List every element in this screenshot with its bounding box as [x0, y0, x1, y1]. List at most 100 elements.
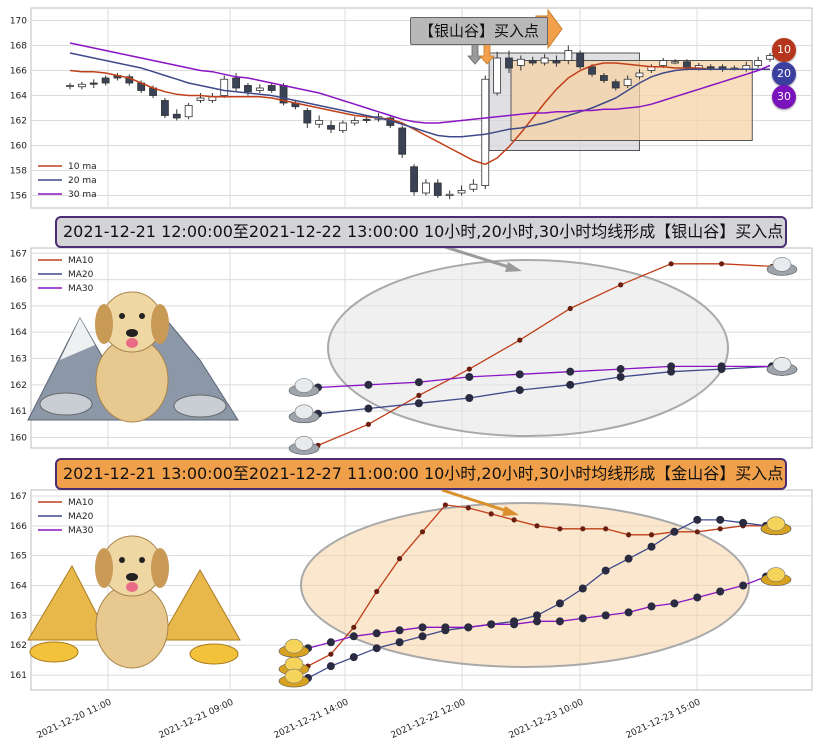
candle-body [754, 60, 763, 66]
silver-pointer-arrow [444, 245, 513, 270]
silver-panel-legend-ma10-label: MA10 [68, 256, 94, 266]
silver-panel-legend-ma20-label: MA20 [68, 270, 94, 280]
ingot-top [294, 378, 314, 393]
candle-body [766, 55, 774, 60]
silver-snowcap-icon [60, 300, 165, 360]
legend-ma30-label: 30 ma [68, 190, 97, 200]
gold-panel-ma20-point [739, 518, 748, 527]
gold-panel-ma30-point [624, 608, 633, 617]
gold-panel-ma20-point [693, 515, 702, 524]
candle-body [196, 97, 205, 101]
silver-panel-ma20-point [414, 399, 423, 408]
silver-panel-ma30-point [364, 380, 373, 389]
silver-panel-ma10-start-ingot-icon [288, 436, 320, 455]
silver-panel-ma20-start-ingot-icon [288, 404, 320, 424]
silver-pointer-arrowhead [505, 262, 522, 272]
silver-panel-ma20-point [465, 394, 474, 402]
candle-panel-ytick-label: 158 [10, 167, 27, 177]
dog-eye-icon [119, 313, 125, 319]
dog-ear-icon [95, 548, 113, 588]
gold-panel-ma30-point [464, 623, 473, 632]
gold-panel-ma10-point [511, 517, 517, 523]
x-tick-label: 2021-12-20 11:00 [36, 698, 114, 741]
dog-ear-icon [151, 304, 169, 344]
legend-ma20-label: 20 ma [68, 176, 97, 186]
dog-ear-icon [151, 548, 169, 588]
legend-ma10-label: 10 ma [68, 162, 97, 172]
candle-body [481, 78, 490, 186]
candle-body [315, 120, 324, 125]
ma10-badge: 10 [772, 38, 796, 62]
silver-panel-ma10-point [517, 337, 523, 343]
ingot-top [284, 638, 304, 654]
dog-eye-icon [139, 313, 145, 319]
silver-panel-ytick-label: 167 [10, 249, 27, 259]
gold-panel-ma30-start-ingot-icon [278, 638, 310, 658]
candle-body [338, 122, 347, 131]
gold-panel-ma20-point [601, 566, 610, 575]
dog-eye-icon [139, 557, 145, 563]
candle-body [433, 182, 442, 196]
gold-panel-ma30-point [326, 638, 335, 647]
gold-panel-ma10-point [397, 556, 403, 562]
silver-panel-ma10-point [466, 366, 472, 372]
gold-panel-ma10-point [351, 624, 357, 630]
silver-valley-callout: 【银山谷】买入点 [410, 17, 549, 45]
candle-body [588, 66, 596, 75]
candle-body [220, 78, 229, 96]
silver-ingot-icon [39, 392, 93, 416]
gold-panel-ma20-point [326, 662, 335, 671]
gold-panel-ma30-point [395, 626, 404, 635]
gold-panel-ma10-point [419, 529, 426, 535]
gold-ingot-icon [29, 641, 79, 663]
candle-body [267, 85, 276, 91]
gold-panel-ma10-point [603, 526, 609, 532]
gold-panel-ma10-point [626, 532, 632, 538]
gold-panel-legend-ma20-label: MA20 [68, 512, 94, 522]
candle-body [161, 100, 169, 116]
silver-panel-ma30-line [317, 365, 772, 389]
silver-panel-ytick-label: 162 [10, 381, 27, 391]
candle-body [350, 120, 359, 124]
ingot-top [294, 436, 314, 451]
silver-panel-ma30-point [616, 365, 625, 374]
silver-panel-highlight-ellipse [327, 259, 729, 437]
silver-panel-ma30-point [515, 370, 524, 379]
silver-panel-ma30-point [717, 362, 726, 371]
gold-panel-ytick-label: 163 [10, 611, 27, 621]
candle-body [505, 57, 513, 69]
gold-valley-box [510, 60, 753, 141]
silver-panel-ma10-line [317, 263, 773, 446]
candle-body [244, 85, 252, 93]
candle-body [89, 82, 98, 85]
ingot-top [284, 668, 304, 684]
x-tick-label: 2021-12-23 10:00 [508, 698, 586, 741]
gold-panel-ma30-point [510, 620, 519, 629]
candle-body [683, 61, 691, 69]
candle-body [493, 57, 502, 94]
gold-pyramid-icon [27, 564, 111, 641]
silver-ingot-icon [173, 394, 227, 418]
candle-body [66, 85, 74, 87]
candle-body [611, 81, 620, 89]
gold-panel-ma10-point [534, 523, 540, 529]
candle-body [422, 182, 430, 194]
gold-panel-legend-ma30-label: MA30 [68, 526, 94, 536]
silver-panel-ma10-point [618, 282, 624, 288]
silver-panel-ytick-label: 161 [10, 407, 27, 417]
silver-panel-ma20-point [616, 372, 625, 381]
gold-panel-ma10-point [557, 526, 563, 532]
gold-panel-ma30-point [716, 587, 725, 596]
gold-panel-ma30-point [349, 632, 358, 641]
gold-panel-ma10-point [328, 651, 334, 657]
silver-panel-ytick-label: 160 [10, 433, 27, 443]
silver-panel-ma30-start-ingot-icon [288, 378, 320, 397]
dog-tongue-icon [126, 338, 138, 348]
silver-panel-ma20-point [566, 380, 575, 389]
gold-panel-ma20-point [670, 527, 679, 536]
ingot-top [294, 404, 314, 420]
candle-body [327, 125, 335, 130]
silver-panel-ma10-end-ingot-icon [766, 257, 798, 276]
gold-panel-ytick-label: 166 [10, 522, 27, 532]
